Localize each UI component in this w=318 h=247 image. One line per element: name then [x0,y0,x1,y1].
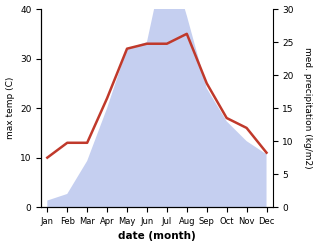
X-axis label: date (month): date (month) [118,231,196,242]
Y-axis label: max temp (C): max temp (C) [5,77,15,139]
Y-axis label: med. precipitation (kg/m2): med. precipitation (kg/m2) [303,47,313,169]
